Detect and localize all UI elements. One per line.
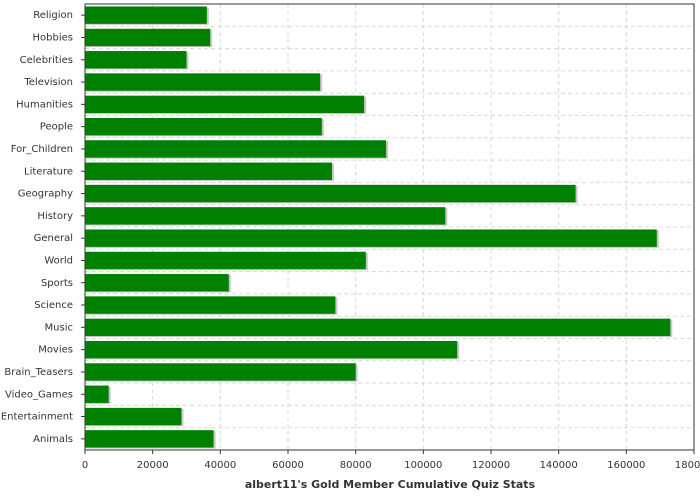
x-tick-label: 100000	[404, 460, 442, 471]
y-tick-label: Video_Games	[5, 389, 73, 400]
x-tick-label: 160000	[607, 460, 645, 471]
x-tick-label: 40000	[204, 460, 236, 471]
y-tick-label: Sports	[41, 278, 73, 289]
y-tick-label: Literature	[24, 166, 73, 177]
bar	[85, 430, 214, 448]
bar	[85, 296, 336, 314]
x-tick-label: 120000	[472, 460, 510, 471]
bar	[85, 184, 576, 203]
x-tick-label: 60000	[272, 460, 304, 471]
bar	[85, 28, 211, 47]
y-tick-label: Television	[23, 77, 73, 88]
y-tick-label: Brain_Teasers	[4, 367, 73, 378]
y-tick-label: Religion	[33, 10, 73, 21]
x-tick-label: 140000	[540, 460, 578, 471]
y-tick-label: For_Children	[11, 144, 73, 155]
y-tick-label: Movies	[38, 345, 73, 356]
x-tick-label: 20000	[137, 460, 169, 471]
y-tick-label: World	[44, 255, 73, 266]
bar	[85, 340, 458, 359]
x-tick-label: 80000	[340, 460, 372, 471]
bar	[85, 117, 322, 136]
y-tick-label: Music	[45, 322, 73, 333]
x-tick-label: 0	[82, 460, 88, 471]
bar	[85, 51, 187, 69]
y-tick-label: People	[40, 122, 73, 133]
bar	[85, 251, 366, 270]
y-tick-label: Science	[34, 300, 73, 311]
bar	[85, 95, 365, 114]
bar	[85, 363, 356, 381]
chart-title: albert11's Gold Member Cumulative Quiz S…	[245, 478, 536, 491]
bar	[85, 229, 657, 247]
bar	[85, 207, 446, 225]
bar	[85, 140, 387, 158]
y-tick-label: Geography	[18, 189, 73, 200]
bar	[85, 73, 321, 91]
bar	[85, 385, 109, 403]
y-tick-label: Celebrities	[20, 55, 73, 66]
bar	[85, 162, 332, 180]
bar	[85, 407, 182, 426]
plot-frame	[84, 3, 695, 451]
y-tick-label: General	[34, 233, 73, 244]
x-tick-label: 180000	[675, 460, 700, 471]
y-tick-label: Hobbies	[33, 32, 73, 43]
bar	[85, 6, 207, 24]
y-tick-label: Humanities	[16, 99, 73, 110]
bar	[85, 318, 671, 337]
bar	[85, 274, 229, 292]
y-tick-label: History	[37, 211, 73, 222]
y-tick-label: Entertainment	[1, 412, 73, 423]
y-tick-label: Animals	[33, 434, 73, 445]
